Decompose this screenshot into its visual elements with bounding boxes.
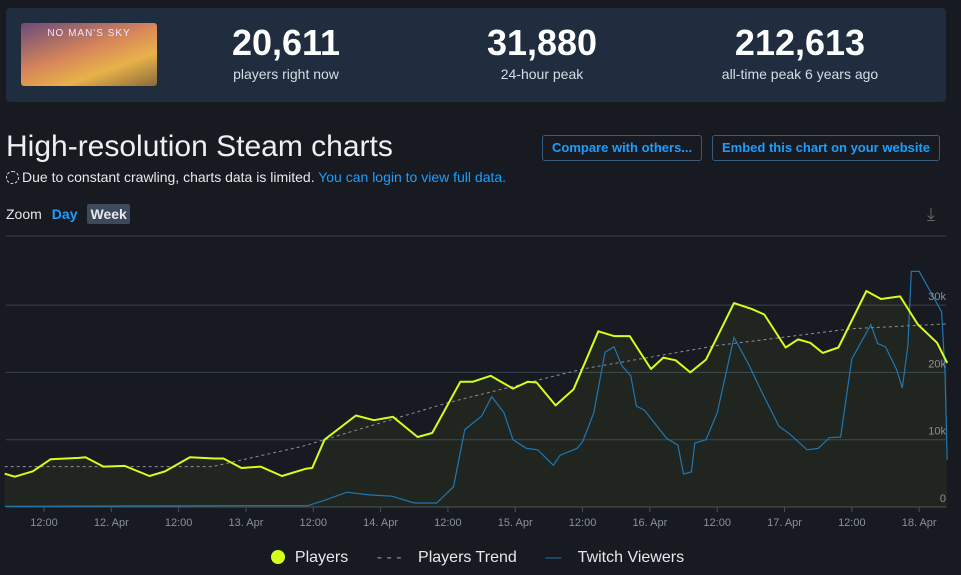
x-tick-label: 13. Apr: [229, 517, 264, 529]
legend-label: Players: [294, 549, 349, 566]
page-title: High-resolution Steam charts: [6, 130, 393, 163]
y-tick-label: 30k: [928, 291, 946, 303]
game-thumbnail[interactable]: NO MAN'S SKY: [21, 23, 157, 86]
x-tick-label: 12:00: [569, 517, 597, 529]
x-tick-label: 12. Apr: [94, 517, 129, 529]
x-tick-label: 16. Apr: [632, 517, 667, 529]
stats-panel: NO MAN'S SKY 20,611 players right now 31,…: [6, 8, 946, 102]
x-tick-label: 12:00: [165, 517, 193, 529]
dashed-line-icon: - - -: [376, 549, 402, 566]
stat-label: all-time peak 6 years ago: [721, 66, 879, 82]
zoom-week-button[interactable]: Week: [87, 204, 130, 224]
x-tick-label: 12:00: [300, 517, 328, 529]
stat-label: players right now: [233, 66, 339, 82]
y-tick-label: 20k: [928, 358, 946, 370]
twitch-viewers-line: [4, 270, 948, 507]
login-link[interactable]: You can login to view full data.: [318, 169, 507, 185]
players-dot-icon: [270, 550, 285, 564]
x-tick-label: 15. Apr: [498, 517, 533, 529]
stat-value: 212,613: [734, 22, 866, 63]
legend: Players - - - Players Trend — Twitch Vie…: [0, 549, 961, 567]
players-line: [4, 290, 949, 478]
legend-label: Players Trend: [418, 549, 517, 566]
stat-all-time-peak: 212,613 all-time peak 6 years ago: [700, 22, 900, 82]
players-trend-line: [4, 323, 948, 468]
x-tick-label: 12:00: [703, 517, 731, 529]
y-tick-label: 0: [940, 493, 946, 505]
stat-label: 24-hour peak: [500, 66, 584, 82]
game-logo: NO MAN'S SKY: [47, 28, 131, 39]
loading-ring-icon: [6, 171, 19, 184]
x-tick-label: 12:00: [434, 517, 462, 529]
notice-text: Due to constant crawling, charts data is…: [22, 169, 315, 185]
zoom-day-button[interactable]: Day: [51, 206, 78, 222]
download-icon[interactable]: ⤓: [927, 204, 935, 224]
zoom-controls: Zoom Day Week: [6, 204, 130, 224]
x-tick-label: 17. Apr: [767, 517, 802, 529]
legend-twitch[interactable]: — Twitch Viewers: [539, 549, 690, 566]
stat-value: 31,880: [486, 22, 598, 63]
players-area: [4, 291, 948, 507]
legend-trend[interactable]: - - - Players Trend: [371, 549, 523, 566]
line-icon: —: [545, 549, 562, 566]
x-tick-label: 12:00: [30, 517, 58, 529]
legend-label: Twitch Viewers: [577, 549, 685, 566]
zoom-label: Zoom: [6, 206, 42, 222]
compare-button[interactable]: Compare with others...: [542, 135, 703, 161]
legend-players[interactable]: Players: [270, 549, 354, 566]
x-tick-label: 14. Apr: [363, 517, 398, 529]
x-tick-label: 18. Apr: [902, 517, 937, 529]
stat-current: 20,611 players right now: [186, 22, 386, 82]
stat-24h-peak: 31,880 24-hour peak: [442, 22, 642, 82]
x-tick-label: 12:00: [838, 517, 866, 529]
stat-value: 20,611: [231, 22, 341, 63]
y-tick-label: 10k: [928, 426, 946, 438]
limited-data-notice: Due to constant crawling, charts data is…: [6, 169, 506, 185]
embed-button[interactable]: Embed this chart on your website: [712, 135, 941, 161]
